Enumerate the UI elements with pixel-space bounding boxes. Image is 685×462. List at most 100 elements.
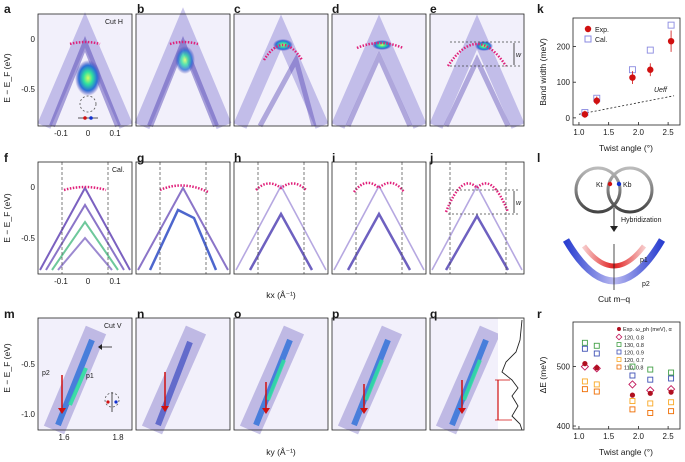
k-exp-point (647, 66, 654, 73)
panel-j: w (429, 161, 525, 275)
k-xtick-label: 1.5 (603, 128, 615, 137)
r-legend-marker (616, 357, 622, 362)
r-sim-point (668, 408, 675, 415)
r-sim-point (581, 345, 588, 352)
k-legend-cal-marker (584, 35, 592, 43)
r-sim-point (668, 375, 675, 382)
r-sim-point (593, 381, 600, 388)
row2-ytick-0: 0 (31, 183, 36, 192)
r-legend-marker (616, 342, 622, 347)
row2-calc: E − E_F (eV) 0 -0.5 Cal. -0.1 0 0.1 f (2, 151, 525, 300)
a-xtick-1: 0 (86, 129, 91, 138)
r-xtick-label: 1.5 (603, 432, 615, 441)
r-sim-point (647, 366, 654, 373)
down-arrow-icon (610, 226, 618, 232)
k-ytick-label: 100 (557, 78, 571, 87)
panel-label-j: j (429, 151, 433, 165)
r-sim-point (668, 399, 675, 406)
r-legend-label: 120, 0.7 (624, 358, 644, 364)
k-ueff-label: Ueff (654, 87, 668, 94)
r-xtick-label: 2.5 (663, 432, 675, 441)
f-xtick-0: -0.1 (54, 277, 68, 286)
panel-f: Cal. -0.1 0 0.1 (37, 161, 133, 286)
panel-label-o: o (234, 307, 241, 321)
panel-q (429, 317, 525, 435)
panel-k-chart: k 1.0 1.5 2.0 2.5 0 100 200 Band width (meV) T… (537, 2, 681, 153)
panel-p (331, 317, 427, 435)
r-ytick-label: 500 (557, 363, 571, 372)
row3-ylabel: E − E_F (eV) (2, 343, 12, 393)
panel-label-i: i (332, 151, 335, 165)
panel-o (233, 317, 329, 435)
cut-mq-label: Cut m–q (598, 294, 630, 304)
r-legend-exp-marker (617, 327, 621, 331)
r-sim-point (581, 378, 588, 385)
r-sim-point (647, 376, 654, 383)
k-legend-exp-marker (584, 25, 592, 33)
panel-n (135, 317, 231, 435)
r-xtick-label: 2.0 (633, 432, 645, 441)
r-legend-label: 120, 0.9 (624, 351, 644, 357)
r-sim-point (647, 410, 654, 416)
panel-label-h: h (234, 151, 241, 165)
l-p2-label: p2 (642, 281, 650, 288)
row2-ylabel: E − E_F (eV) (2, 193, 12, 243)
m-xtick-0: 1.6 (58, 433, 70, 442)
panel-a: Cut H -0.1 0 0.1 (37, 12, 133, 138)
r-sim-point (581, 386, 588, 393)
k-legend-cal: Cal. (595, 37, 608, 44)
r-exp-point (594, 365, 600, 371)
panel-b (134, 7, 232, 130)
k-exp-point (581, 111, 589, 118)
r-sim-point (647, 400, 654, 407)
r-ytick-label: 400 (557, 422, 571, 431)
kt-label: Kt (596, 182, 603, 189)
k-xlabel: Twist angle (°) (599, 143, 653, 153)
r-xlabel: Twist angle (°) (599, 447, 653, 457)
panel-label-f: f (4, 151, 9, 165)
m-xtick-1: 1.8 (112, 433, 124, 442)
row1-ytick-0: 0 (31, 35, 36, 44)
r-exp-point (582, 361, 588, 367)
row2-ytick-1: -0.5 (21, 234, 35, 243)
k-xtick-label: 2.5 (663, 128, 675, 137)
panel-label-a: a (4, 2, 11, 16)
row1-arpes: E − E_F (eV) 0 -0.5 Cut H -0.1 0 0.1 a (2, 2, 525, 138)
k-ylabel: Band width (meV) (538, 38, 548, 106)
r-sim-point (668, 369, 675, 376)
panel-r-chart: r 1.0 1.5 2.0 2.5 400 500 ΔE (meV) Twist angl… (537, 307, 681, 457)
k-legend-exp: Exp. (595, 27, 609, 34)
row3-xlabel: ky (Å⁻¹) (266, 447, 296, 457)
row2-xlabel: kx (Å⁻¹) (266, 290, 296, 300)
panel-label-p: p (332, 307, 339, 321)
panel-label-q: q (430, 307, 437, 321)
r-legend-title: Exp. ω_ph (meV), α (623, 327, 673, 333)
r-sim-point (629, 406, 636, 413)
panel-label-n: n (137, 307, 144, 321)
f-xtick-1: 0 (86, 277, 91, 286)
row3-arpes: E − E_F (eV) -0.5 -1.0 p2 p1 Cut V 1.6 1… (2, 307, 525, 457)
k-xtick-label: 2.0 (633, 128, 645, 137)
row3-ytick-1: -1.0 (21, 410, 35, 419)
panel-l-schematic: l Kt Kb Hybridization p1 p2 Cut m–q (537, 151, 666, 304)
panel-c (233, 13, 329, 129)
a-xtick-0: -0.1 (54, 129, 68, 138)
row3-ytick-0: -0.5 (21, 360, 35, 369)
k-exp-point (629, 74, 636, 81)
panel-label-b: b (137, 2, 144, 16)
k-cal-point (646, 46, 654, 54)
panel-e: w (429, 13, 525, 129)
k-cal-point (667, 21, 675, 29)
panel-label-d: d (332, 2, 339, 16)
panel-label-k: k (537, 2, 544, 16)
r-legend-label: 110, 0.8 (624, 366, 643, 372)
row1-ytick-1: -0.5 (21, 85, 35, 94)
panel-g (135, 161, 231, 275)
r-legend-label: 130, 0.8 (624, 343, 644, 349)
k-exp-point (667, 37, 675, 45)
r-sim-point (628, 380, 637, 389)
panel-label-c: c (234, 2, 241, 16)
r-exp-point (668, 389, 674, 395)
r-exp-point (647, 390, 653, 396)
